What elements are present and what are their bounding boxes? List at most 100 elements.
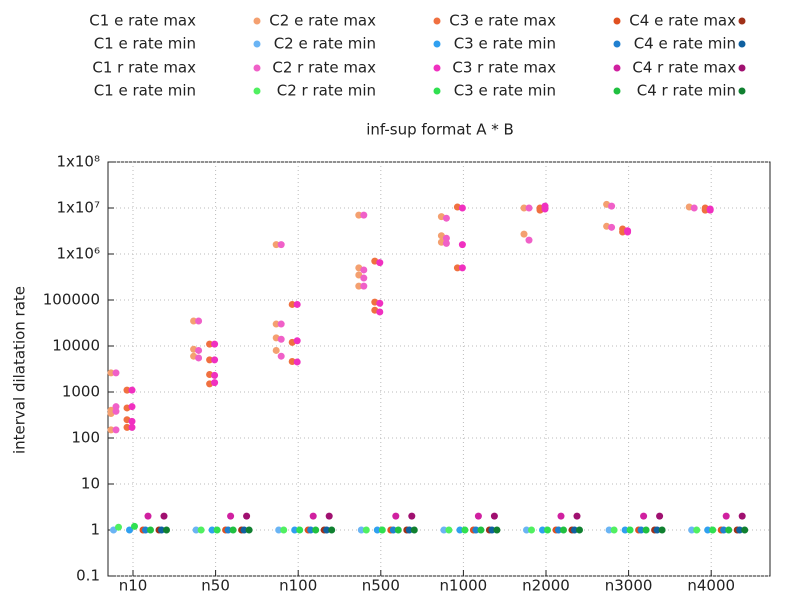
legend-label: C4 e rate min [634,35,736,53]
point [362,526,370,534]
point [376,299,384,307]
x-tick-label: n100 [279,577,317,595]
point [360,282,368,290]
point [610,526,618,534]
legend-key [433,40,441,48]
point [408,512,416,520]
point [328,526,336,534]
point [653,526,661,534]
legend-label: C4 e rate max [629,12,736,30]
point [144,512,152,520]
legend-label: C4 r rate min [637,82,736,100]
point [456,526,464,534]
legend-key [433,87,441,95]
point [544,526,551,534]
legend-label: C2 r rate min [277,82,376,100]
point [323,526,331,534]
legend-key [613,87,621,95]
point [555,526,562,534]
point [243,512,251,520]
point [360,211,368,219]
point [453,264,461,272]
legend-key [738,17,746,25]
point [272,346,280,354]
point [640,512,648,520]
legend-key [253,17,261,25]
point [376,259,384,267]
legend-key [253,64,261,72]
point [704,526,712,534]
point [208,526,216,534]
point [725,526,733,534]
point [378,526,386,534]
legend-key [433,64,441,72]
legend-label: C4 r rate max [632,59,736,77]
y-tick-label: 1x10⁶ [56,245,100,263]
legend-label: C1 e rate max [89,12,196,30]
point [128,423,136,431]
point [709,526,717,534]
point [520,204,528,212]
point [128,386,136,394]
point [360,274,368,282]
y-tick-label: 10 [81,475,100,493]
point [608,202,616,210]
point [690,204,698,212]
chart-title: inf-sup format A * B [366,121,514,139]
point [458,264,466,272]
point [293,358,301,366]
x-tick-label: n4000 [687,577,735,595]
legend-key [613,64,621,72]
legend-key [433,17,441,25]
legend-key [738,40,746,48]
point [360,266,368,274]
point [392,512,400,520]
point [573,512,581,520]
point [128,417,136,425]
point [206,340,214,348]
point [142,526,149,534]
point [211,356,219,364]
point [277,352,285,360]
point [355,271,363,279]
point [293,337,301,345]
point [158,526,165,534]
point [206,356,214,364]
plot-frame [107,161,771,577]
point [325,512,333,520]
point [126,526,133,534]
point [642,526,650,534]
point [272,241,280,249]
point [211,371,219,379]
point [123,386,131,394]
point [693,526,701,534]
point [741,526,749,534]
point [211,379,219,387]
point [488,526,496,534]
point [557,512,565,520]
point [190,317,198,325]
legend-key [253,87,261,95]
point [192,526,200,534]
y-tick-label: 1 [90,521,100,539]
x-tick-label: n1000 [440,577,488,595]
point [461,526,469,534]
x-tick-label: n50 [201,577,230,595]
point [520,230,528,238]
point [394,526,402,534]
point [525,236,533,244]
x-tick-label: n10 [119,577,148,595]
point [688,526,696,534]
point [112,369,120,377]
point [112,407,120,415]
legend-label: C3 r rate max [452,59,556,77]
point [458,204,466,212]
point [621,526,629,534]
point [163,526,170,534]
point [528,526,535,534]
point [288,300,296,308]
legend-label: C1 e rate min [94,82,196,100]
point [442,214,450,222]
y-axis-label: interval dilatation rate [11,286,29,454]
